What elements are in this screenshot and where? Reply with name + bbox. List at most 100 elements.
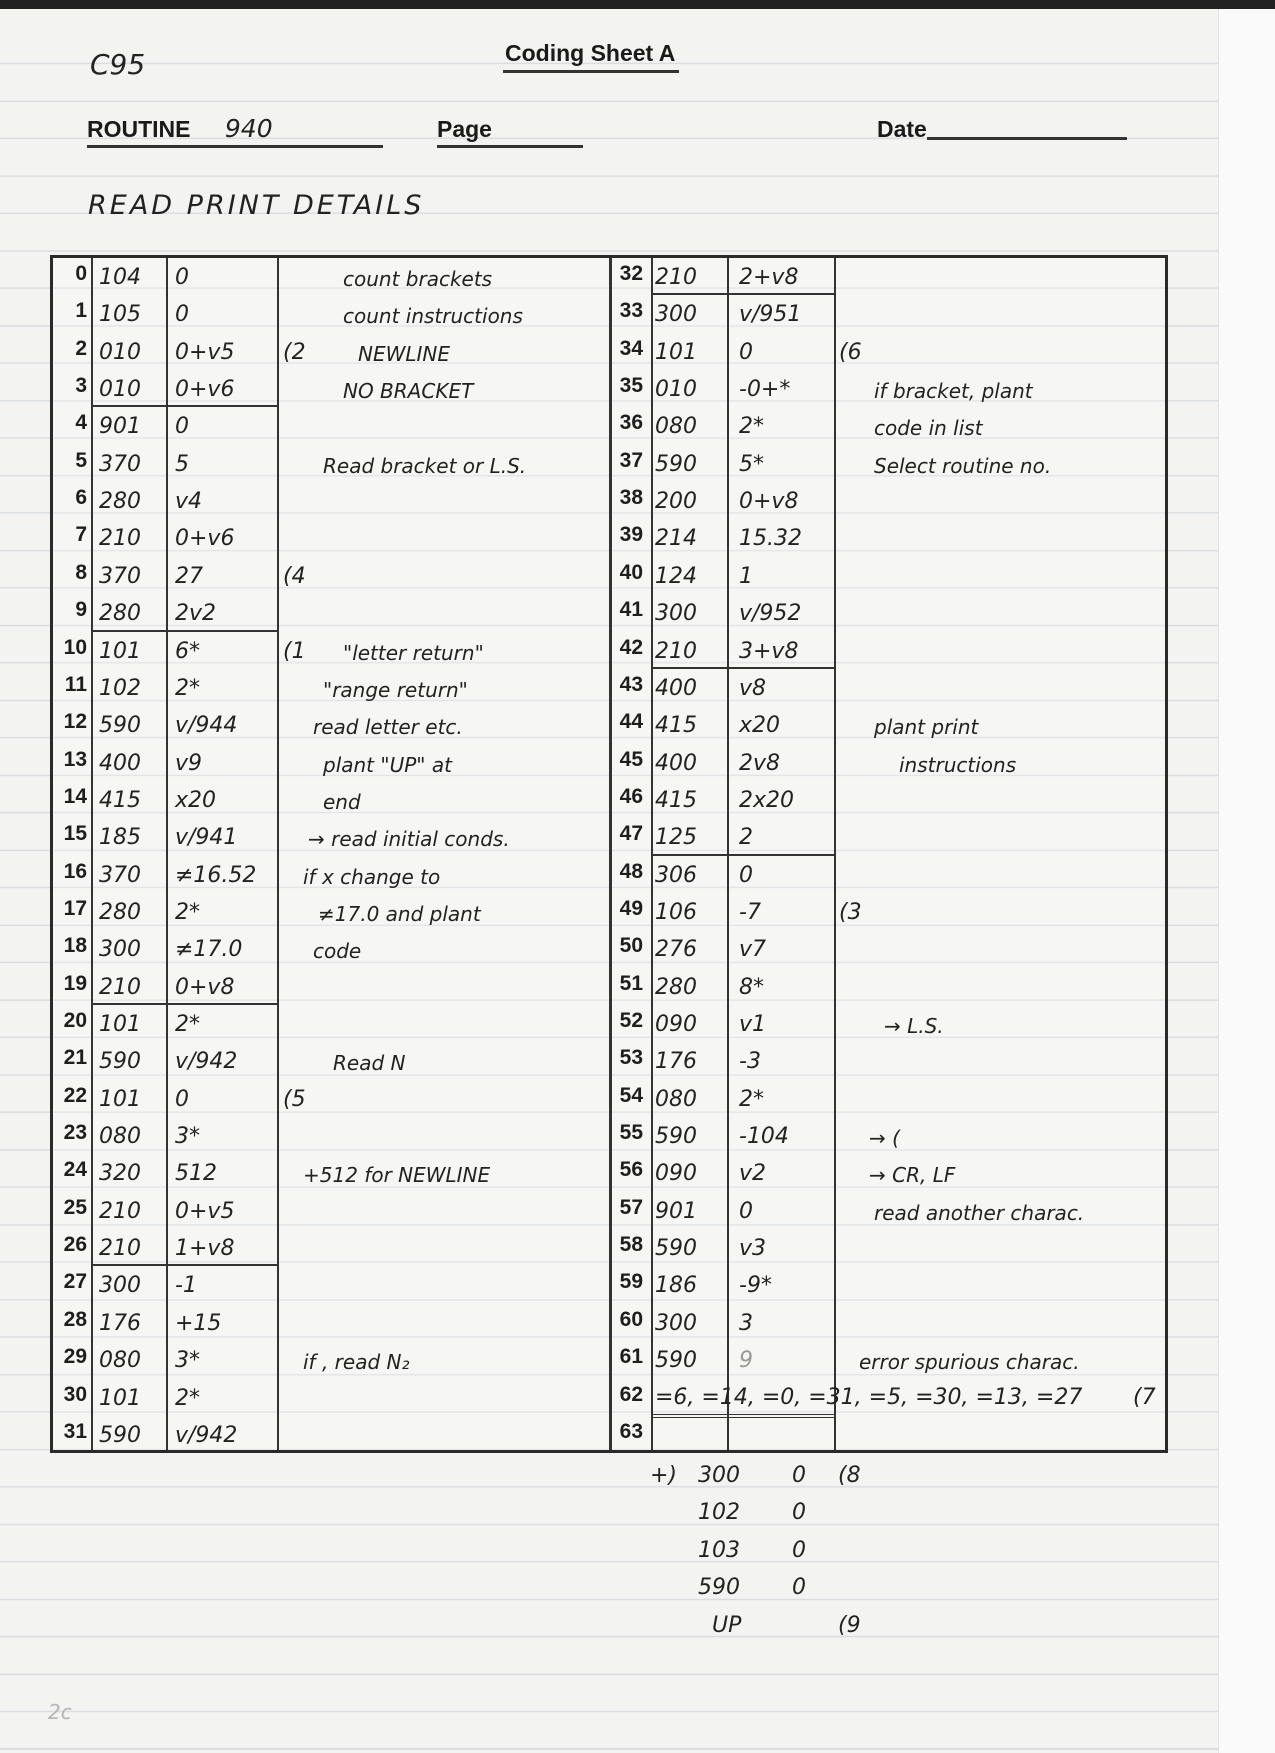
comment: code: [313, 939, 362, 964]
comment: → (: [869, 1126, 900, 1151]
address-field: v4: [175, 489, 203, 515]
comment: "letter return": [343, 640, 484, 665]
address-field: v/944: [175, 713, 238, 739]
row-number: 60: [619, 1307, 643, 1331]
address-field: 0: [739, 339, 753, 365]
row-number: 12: [63, 710, 87, 734]
address-field: 0+v6: [175, 526, 235, 552]
bracket-label: (7: [1133, 1384, 1156, 1410]
row-number: 18: [63, 934, 87, 958]
function-code: 400: [655, 750, 697, 776]
address-field: v/942: [175, 1049, 238, 1075]
address-field: 3*: [175, 1348, 200, 1374]
function-code: 901: [655, 1198, 697, 1224]
address-field: +15: [175, 1310, 222, 1336]
address-field: -3: [739, 1049, 761, 1075]
row-number: 4: [75, 411, 87, 435]
comment: +512 for NEWLINE: [303, 1163, 491, 1188]
row-number: 58: [619, 1233, 643, 1257]
address-field: 0: [739, 1198, 753, 1224]
row-number: 50: [619, 934, 643, 958]
address-field: 5*: [739, 451, 764, 477]
page-edge: [1218, 9, 1275, 1753]
row-number: 46: [619, 784, 643, 808]
address-field: -9*: [739, 1273, 772, 1299]
function-code: 080: [655, 414, 697, 440]
function-code: 101: [655, 339, 697, 365]
routine-label: ROUTINE: [87, 116, 191, 142]
function-code: 210: [99, 526, 141, 552]
row-number: 14: [63, 784, 87, 808]
function-code: 300: [698, 1463, 740, 1488]
function-code: 370: [99, 862, 141, 888]
row-number: 17: [63, 896, 87, 920]
address-field: 27: [175, 563, 203, 589]
row-number: 52: [619, 1009, 643, 1032]
function-code: 101: [99, 638, 141, 664]
date-label: Date: [877, 116, 927, 142]
function-code: 200: [655, 489, 697, 515]
comment: end: [323, 789, 361, 814]
row-number: 53: [619, 1046, 643, 1070]
column-divider: [834, 258, 836, 1450]
bracket-label: (6: [839, 339, 862, 365]
row-number: 45: [619, 747, 643, 771]
function-code: 590: [655, 451, 697, 477]
function-code: 590: [655, 1348, 697, 1374]
address-field: -0+*: [739, 377, 791, 403]
address-field: 2*: [175, 899, 200, 925]
function-code: 276: [655, 937, 697, 963]
row-number: 42: [619, 635, 643, 659]
address-field: 2: [739, 825, 753, 851]
comment: → L.S.: [884, 1014, 944, 1038]
address-field: v3: [739, 1236, 767, 1262]
address-field: -1: [175, 1273, 197, 1299]
comment: NEWLINE: [358, 341, 451, 366]
address-field: v8: [739, 675, 767, 701]
address-field: ≠16.52: [175, 862, 257, 888]
row-number: 35: [619, 374, 643, 398]
function-code: 280: [99, 601, 141, 627]
address-field: 1: [739, 563, 753, 589]
row-number: 0: [75, 262, 87, 285]
function-code: 320: [99, 1161, 141, 1187]
row-number: 29: [63, 1345, 87, 1369]
row-number: 44: [619, 710, 643, 734]
page-mark: 2c: [48, 1700, 72, 1724]
row-number: 8: [75, 560, 87, 584]
function-code: 901: [99, 414, 141, 440]
address-field: -7: [739, 899, 761, 925]
routine-value: 940: [224, 114, 273, 143]
column-divider: [166, 258, 168, 1450]
function-code: 101: [99, 1385, 141, 1411]
row-number: 20: [63, 1009, 87, 1032]
block-separator: [651, 666, 834, 669]
comment: Select routine no.: [874, 453, 1052, 478]
address-field: v9: [175, 750, 203, 776]
row-number: 19: [63, 971, 87, 995]
coding-table: 0 104 0 count brackets 1 105 0 count instructio…: [50, 255, 1168, 1453]
row-number: 51: [619, 971, 643, 995]
function-code: 010: [99, 377, 141, 403]
block-separator: [91, 1003, 277, 1005]
row-number: 9: [75, 598, 87, 622]
row-number: 49: [619, 896, 643, 920]
function-code: 010: [99, 339, 141, 365]
function-code: 306: [655, 862, 697, 888]
comment: read letter etc.: [313, 715, 463, 740]
row-number: 47: [619, 822, 643, 846]
address-field: v2: [739, 1161, 767, 1187]
row-number: 27: [63, 1270, 87, 1294]
row-number: 15: [63, 822, 87, 846]
address-field: 2*: [739, 1086, 764, 1112]
function-code: 370: [99, 451, 141, 477]
address-field: v1: [739, 1012, 767, 1037]
function-code: 415: [655, 787, 697, 813]
address-field: 8*: [739, 974, 764, 1000]
comment: Read bracket or L.S.: [323, 453, 527, 478]
function-code: 300: [655, 302, 697, 328]
comment: → CR, LF: [869, 1163, 956, 1188]
function-code: 210: [99, 1198, 141, 1224]
function-code: 400: [99, 750, 141, 776]
comment: plant "UP" at: [323, 752, 452, 777]
